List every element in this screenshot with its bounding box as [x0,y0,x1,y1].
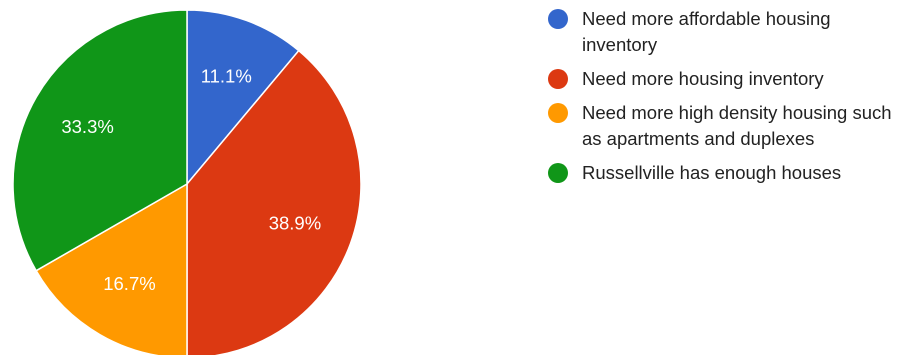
legend-swatch-enough-houses [548,163,568,183]
slice-label-affordable-housing: 11.1% [201,66,252,87]
legend-item-enough-houses[interactable]: Russellville has enough houses [548,160,908,186]
slice-label-high-density-housing: 16.7% [103,273,155,294]
legend-label-high-density-housing: Need more high density housing such as a… [582,102,892,149]
legend-swatch-affordable-housing [548,9,568,29]
legend-label-enough-houses: Russellville has enough houses [582,162,842,183]
pie-chart: 11.1% 38.9% 16.7% 33.3% [12,9,362,355]
legend-item-affordable-housing[interactable]: Need more affordable housing inventory [548,6,908,58]
pie-slice-affordable-housing[interactable] [186,9,300,187]
slice-label-enough-houses: 33.3% [61,116,113,137]
legend: Need more affordable housing inventory N… [548,6,908,194]
legend-swatch-high-density-housing [548,103,568,123]
legend-item-high-density-housing[interactable]: Need more high density housing such as a… [548,100,908,152]
legend-swatch-housing-inventory [548,69,568,89]
pie-slice-high-density-housing[interactable] [35,182,188,355]
pie-slice-housing-inventory[interactable] [186,49,362,355]
legend-label-housing-inventory: Need more housing inventory [582,68,824,89]
legend-item-housing-inventory[interactable]: Need more housing inventory [548,66,908,92]
legend-label-affordable-housing: Need more affordable housing inventory [582,8,831,55]
slice-label-housing-inventory: 38.9% [269,213,321,234]
pie-slice-enough-houses[interactable] [12,9,188,272]
